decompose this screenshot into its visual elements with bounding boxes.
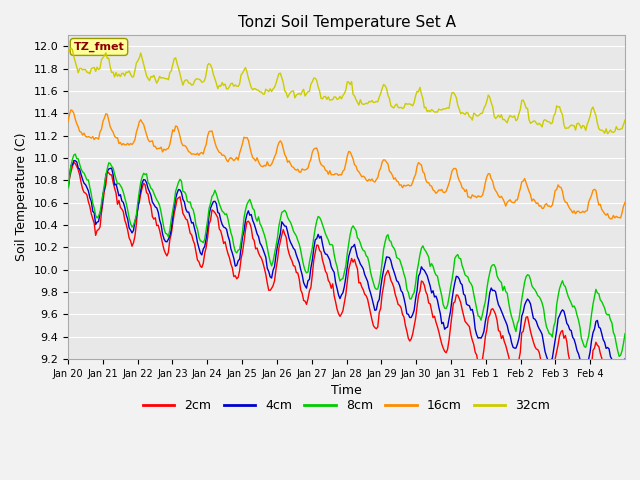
4cm [620,370,627,376]
Text: TZ_fmet: TZ_fmet [74,42,124,52]
16cm [352,163,360,169]
Line: 32cm: 32cm [68,48,625,134]
8cm [620,340,627,346]
4cm [615,381,623,387]
Line: 2cm: 2cm [68,162,625,413]
4cm [545,362,553,368]
8cm [84,177,92,183]
32cm [67,45,75,51]
4cm [70,158,77,164]
32cm [545,119,553,125]
Title: Tonzi Soil Temperature Set A: Tonzi Soil Temperature Set A [237,15,456,30]
32cm [84,70,92,75]
32cm [352,96,360,102]
8cm [102,172,109,178]
4cm [102,172,109,178]
16cm [67,107,75,113]
2cm [102,182,109,188]
32cm [620,121,627,127]
16cm [621,200,629,205]
2cm [64,189,72,194]
2cm [70,159,77,165]
16cm [620,203,627,209]
4cm [84,188,92,194]
16cm [102,111,109,117]
8cm [615,354,623,360]
Y-axis label: Soil Temperature (C): Soil Temperature (C) [15,133,28,262]
32cm [463,109,470,115]
2cm [620,394,627,399]
X-axis label: Time: Time [331,384,362,397]
2cm [621,384,629,389]
32cm [64,48,72,54]
16cm [607,216,614,222]
8cm [463,273,470,279]
4cm [463,301,470,307]
8cm [545,331,553,336]
16cm [545,203,553,209]
8cm [621,331,629,336]
8cm [72,151,79,157]
4cm [621,356,629,362]
16cm [463,187,470,192]
Line: 4cm: 4cm [68,161,625,384]
2cm [463,320,470,326]
Legend: 2cm, 4cm, 8cm, 16cm, 32cm: 2cm, 4cm, 8cm, 16cm, 32cm [138,395,555,418]
4cm [64,184,72,190]
32cm [604,131,611,137]
2cm [84,199,92,204]
32cm [102,50,109,56]
2cm [545,384,553,390]
2cm [352,262,360,267]
8cm [64,185,72,191]
Line: 8cm: 8cm [68,154,625,357]
32cm [621,117,629,123]
8cm [352,228,360,233]
4cm [352,248,360,253]
Line: 16cm: 16cm [68,110,625,219]
16cm [64,119,72,124]
16cm [84,134,92,140]
2cm [615,410,623,416]
